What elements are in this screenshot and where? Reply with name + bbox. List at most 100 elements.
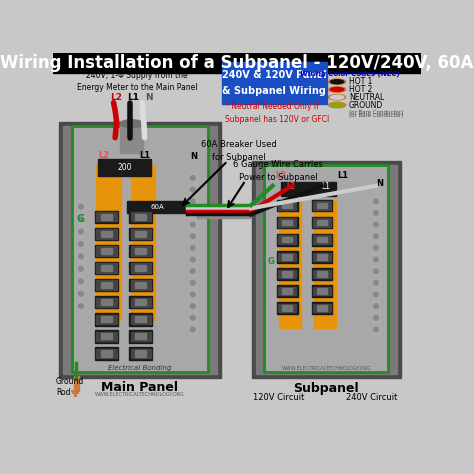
Circle shape [374, 304, 378, 309]
Bar [135, 231, 146, 237]
Circle shape [191, 315, 195, 320]
Text: L2: L2 [109, 93, 122, 102]
Bar [277, 268, 298, 280]
Bar [120, 124, 143, 153]
Bar [97, 281, 117, 290]
Text: WWW.ELECTRICALTECHNOLOGY.ORG: WWW.ELECTRICALTECHNOLOGY.ORG [282, 366, 371, 371]
Bar [279, 200, 301, 328]
Ellipse shape [330, 103, 344, 107]
Circle shape [79, 266, 83, 271]
Bar [277, 200, 298, 211]
Bar [313, 270, 331, 278]
Bar [95, 279, 118, 292]
Bar [95, 347, 118, 360]
Bar [278, 287, 296, 295]
Bar [266, 165, 387, 371]
Text: 6 Gauge Wire Carries
Power to Subpanel: 6 Gauge Wire Carries Power to Subpanel [233, 160, 323, 182]
Bar [101, 214, 112, 220]
Bar [313, 219, 331, 227]
Text: HOT 2: HOT 2 [349, 85, 372, 94]
Bar [311, 302, 332, 314]
Bar [278, 201, 296, 210]
Bar [95, 228, 118, 240]
Bar [277, 234, 298, 246]
Circle shape [191, 304, 195, 309]
Bar [311, 234, 332, 246]
Bar [135, 299, 146, 305]
Bar [101, 333, 112, 339]
Bar [95, 262, 118, 274]
Text: N: N [191, 152, 197, 161]
Bar [101, 299, 112, 305]
Ellipse shape [328, 79, 346, 84]
Text: Ground
Rod: Ground Rod [56, 377, 84, 397]
Bar [317, 203, 327, 208]
Bar [101, 282, 112, 288]
Circle shape [374, 246, 378, 250]
Bar [131, 212, 151, 221]
Bar [282, 237, 292, 242]
Ellipse shape [120, 120, 143, 128]
Circle shape [374, 257, 378, 262]
Text: L2: L2 [98, 151, 109, 160]
Text: 60A: 60A [150, 204, 164, 210]
Text: G: G [268, 257, 274, 266]
Bar [97, 298, 117, 307]
Bar [98, 159, 151, 176]
Text: N: N [146, 93, 153, 102]
Bar [317, 220, 327, 225]
Bar [129, 245, 152, 257]
Bar [269, 215, 274, 309]
Text: L1: L1 [139, 151, 150, 160]
Bar [135, 214, 146, 220]
Bar [131, 332, 151, 341]
Bar [317, 305, 327, 311]
Circle shape [79, 217, 83, 221]
Bar [222, 62, 327, 104]
Text: 120V Circuit: 120V Circuit [253, 393, 305, 402]
Bar [101, 248, 112, 254]
Circle shape [374, 222, 378, 227]
Bar [78, 196, 84, 312]
Circle shape [191, 327, 195, 332]
Bar [282, 288, 292, 294]
Text: Wiring Installation of a Subpanel - 120V/240V, 60A: Wiring Installation of a Subpanel - 120V… [0, 54, 474, 72]
Bar [95, 210, 118, 223]
Circle shape [374, 315, 378, 320]
Bar [313, 236, 331, 244]
Bar [281, 182, 336, 196]
Bar [73, 126, 207, 371]
Bar [101, 350, 112, 356]
Text: N: N [377, 179, 384, 188]
Circle shape [191, 269, 195, 273]
Bar [282, 271, 292, 277]
Bar [311, 285, 332, 297]
Bar [314, 200, 336, 328]
Bar [129, 296, 152, 309]
Bar [53, 53, 421, 73]
Bar [131, 315, 151, 324]
Bar [282, 254, 292, 259]
Text: L1: L1 [321, 182, 330, 191]
Text: 240V Circuit: 240V Circuit [346, 393, 398, 402]
Bar [317, 271, 327, 277]
Bar [197, 205, 251, 218]
Bar [252, 161, 401, 378]
Bar [255, 165, 397, 374]
Bar [135, 265, 146, 271]
Bar [129, 228, 152, 240]
Bar [313, 253, 331, 261]
Text: Main Panel: Main Panel [101, 381, 178, 394]
Ellipse shape [328, 102, 346, 108]
Ellipse shape [330, 95, 344, 99]
Bar [317, 237, 327, 242]
Circle shape [374, 269, 378, 273]
Circle shape [191, 234, 195, 238]
Circle shape [79, 279, 83, 283]
Bar [131, 165, 155, 320]
Bar [97, 229, 117, 238]
Bar [135, 333, 146, 339]
Bar [277, 217, 298, 228]
Bar [135, 316, 146, 322]
Text: (or Bare Conductor): (or Bare Conductor) [349, 113, 403, 118]
